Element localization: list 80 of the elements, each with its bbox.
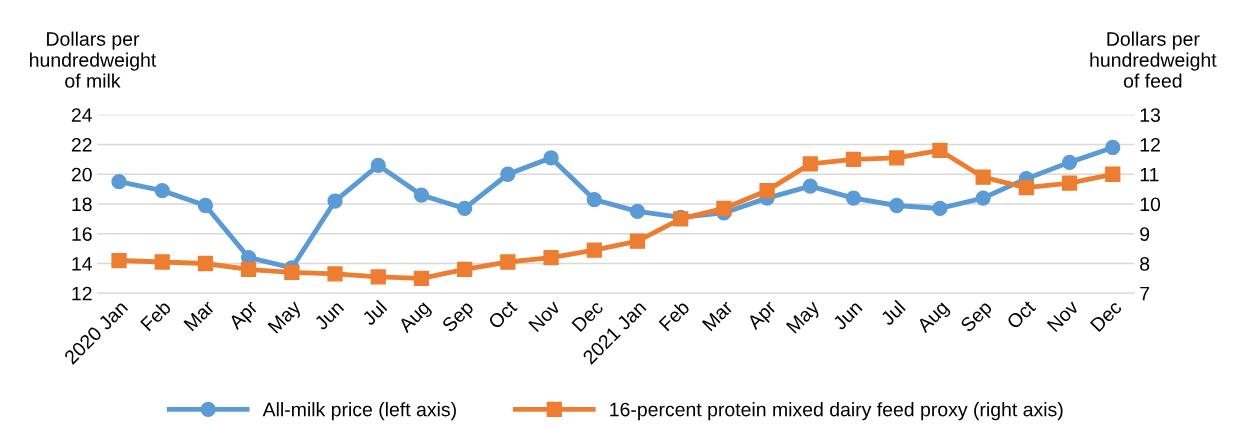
point bbox=[111, 174, 127, 190]
y-tick-label: 16 bbox=[72, 227, 92, 241]
y2-tick-label: 11 bbox=[1140, 167, 1159, 182]
point bbox=[240, 261, 257, 278]
point bbox=[543, 249, 559, 266]
point bbox=[543, 150, 559, 166]
y2-tick-label: 7 bbox=[1140, 286, 1150, 301]
y-tick-label: 22 bbox=[71, 137, 92, 152]
point bbox=[889, 150, 905, 166]
y-tick-label: 14 bbox=[72, 257, 92, 271]
point bbox=[845, 190, 862, 206]
x-tick-label: Feb bbox=[658, 299, 691, 332]
y-axis-title: Dollars per hundredweight of milk bbox=[30, 31, 157, 88]
y2-tick-label: 10 bbox=[1140, 197, 1161, 212]
legend-label: 16-percent protein mixed dairy feed proxy (right axis) bbox=[610, 402, 1063, 421]
x-tick-label: Jul bbox=[879, 299, 906, 327]
y-tick-label: 20 bbox=[71, 167, 92, 182]
x-tick-label: Apr bbox=[746, 299, 780, 333]
x-tick-label: May bbox=[785, 299, 824, 337]
point bbox=[629, 203, 646, 220]
point bbox=[500, 254, 516, 270]
x-tick-label: Nov bbox=[528, 299, 562, 333]
x-tick-label: Aug bbox=[916, 300, 952, 337]
x-tick-label: Oct bbox=[1005, 299, 1037, 330]
point bbox=[889, 197, 905, 214]
point bbox=[1061, 154, 1078, 170]
point bbox=[629, 233, 646, 249]
x-tick-label: Mar bbox=[701, 299, 734, 332]
x-tick-label: Jun bbox=[313, 300, 345, 331]
y2-tick-label: 8 bbox=[1140, 256, 1150, 271]
point bbox=[1105, 139, 1121, 156]
x-tick-label: Dec bbox=[1089, 299, 1123, 333]
point bbox=[845, 151, 862, 168]
legend-label: All-milk price (left axis) bbox=[262, 402, 456, 421]
point bbox=[1105, 166, 1121, 182]
point bbox=[932, 200, 948, 217]
x-tick-label: Feb bbox=[139, 299, 172, 332]
point bbox=[327, 193, 343, 209]
x-tick-label: Nov bbox=[1046, 299, 1080, 333]
x-tick-label: Apr bbox=[227, 299, 262, 333]
point bbox=[932, 142, 948, 159]
x-tick-label: Jul bbox=[360, 299, 388, 327]
y2-tick-label: 13 bbox=[1140, 108, 1160, 122]
point bbox=[716, 200, 732, 217]
point bbox=[111, 252, 127, 269]
point bbox=[759, 182, 775, 199]
point bbox=[197, 197, 214, 214]
point bbox=[802, 178, 818, 194]
y-tick-label: 12 bbox=[72, 286, 92, 301]
point bbox=[802, 156, 818, 172]
point bbox=[370, 269, 386, 285]
point bbox=[370, 157, 386, 173]
point bbox=[975, 169, 991, 185]
x-tick-label: Sep bbox=[959, 299, 996, 336]
y-tick-label: 24 bbox=[71, 108, 92, 122]
point bbox=[1018, 179, 1034, 196]
x-tick-label: Mar bbox=[183, 299, 216, 332]
y2-tick-label: 9 bbox=[1140, 227, 1150, 241]
x-tick-label: Sep bbox=[441, 299, 477, 336]
point bbox=[1061, 175, 1078, 191]
x-tick-label: Jun bbox=[832, 300, 863, 331]
point bbox=[586, 191, 602, 208]
point bbox=[413, 270, 430, 287]
point bbox=[197, 255, 214, 272]
x-tick-label: May bbox=[267, 299, 305, 337]
point bbox=[284, 264, 300, 281]
y-tick-label: 18 bbox=[72, 197, 92, 212]
point bbox=[586, 242, 602, 258]
x-tick-label: Oct bbox=[487, 299, 518, 330]
point bbox=[154, 254, 170, 270]
point bbox=[457, 261, 473, 278]
y2-tick-label: 12 bbox=[1140, 137, 1160, 152]
point bbox=[500, 166, 516, 182]
point bbox=[975, 190, 991, 206]
point bbox=[457, 200, 473, 217]
point bbox=[154, 182, 170, 199]
y2-axis-title: Dollars per hundredweight of feed bbox=[1090, 31, 1217, 88]
point bbox=[413, 187, 430, 203]
x-tick-label: Aug bbox=[397, 300, 434, 337]
point bbox=[327, 266, 343, 282]
